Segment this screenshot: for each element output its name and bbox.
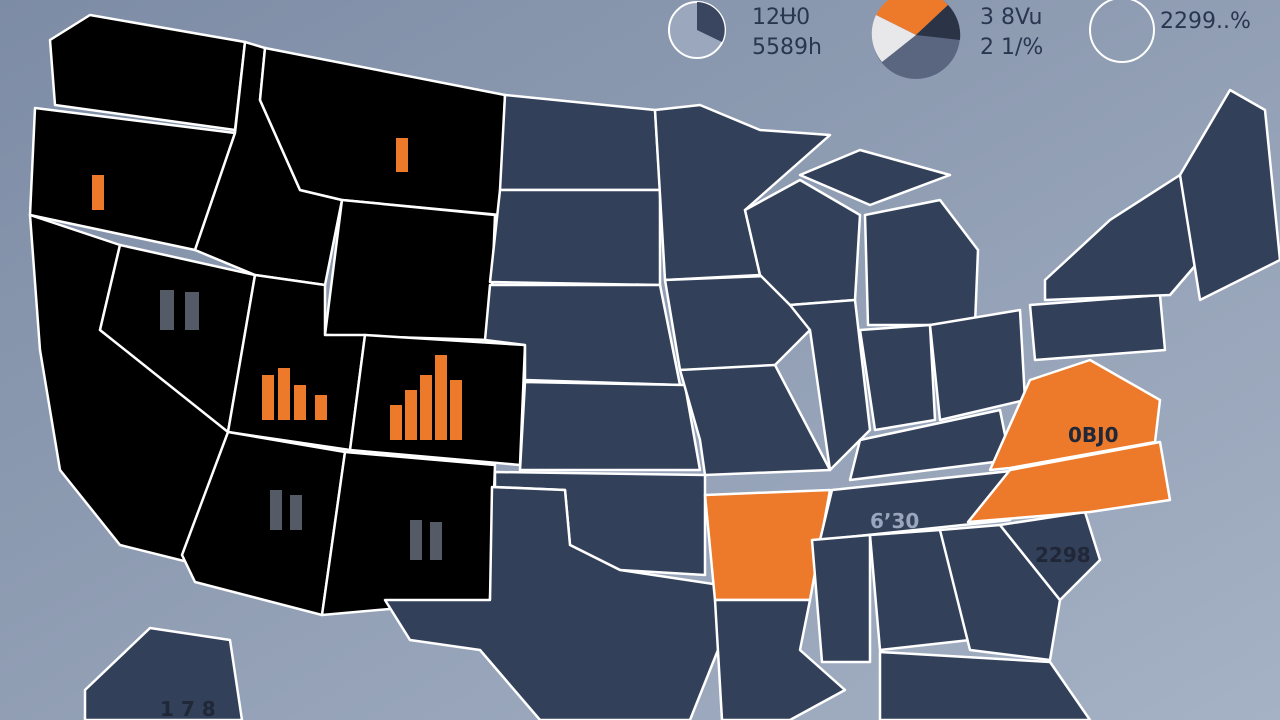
stat-label: 2 1/%	[980, 35, 1043, 60]
north-carolina	[966, 440, 1172, 524]
north-dakota	[498, 93, 662, 192]
stat-label: 5589h	[752, 35, 822, 60]
kansas	[518, 380, 702, 472]
pennsylvania	[1028, 293, 1167, 362]
person-icon	[430, 522, 442, 560]
florida	[878, 650, 1092, 720]
nebraska	[483, 283, 682, 387]
bar-icon	[278, 368, 290, 420]
state-label: 1 7 8	[160, 697, 216, 720]
state-label: 6ʼ30	[870, 509, 919, 533]
new-mexico	[320, 450, 497, 617]
new-england	[1178, 88, 1280, 302]
bar-icon	[405, 390, 417, 440]
michigan-upper	[798, 148, 952, 207]
bar-icon	[450, 380, 462, 440]
missouri	[678, 363, 832, 477]
stat-value: 3 8Vu	[980, 5, 1043, 30]
louisiana	[713, 598, 847, 720]
texas	[383, 485, 724, 720]
south-dakota	[488, 188, 662, 287]
person-icon	[290, 495, 302, 530]
person-icon	[185, 292, 199, 330]
state-label: 2298	[1035, 543, 1091, 567]
person-icon	[410, 520, 422, 560]
bar-icon	[396, 138, 408, 172]
stat-value: 12Ʉ0	[752, 5, 810, 30]
stat-value: 2299..%	[1160, 9, 1251, 34]
michigan	[863, 198, 980, 327]
stat-icon-slice	[697, 2, 725, 42]
bar-icon	[435, 355, 447, 440]
ohio	[928, 308, 1027, 422]
alaska	[83, 626, 244, 720]
bar-icon	[294, 385, 306, 420]
illinois	[788, 298, 872, 472]
stat-group: 12Ʉ0 5589h 3 8Vu 2 1/% 2299..%	[668, 0, 1251, 79]
bar-icons	[92, 138, 462, 440]
georgia	[938, 523, 1062, 662]
virginia	[988, 358, 1162, 472]
bar-icon	[262, 375, 274, 420]
person-icon	[270, 490, 282, 530]
bar-icon	[92, 175, 104, 210]
wyoming	[323, 198, 497, 342]
pie-slice	[876, 0, 948, 35]
stat-icon	[1089, 0, 1155, 63]
bar-icon	[390, 405, 402, 440]
people-icons	[160, 290, 442, 560]
state-label: 0BJ0	[1068, 423, 1119, 447]
bar-icon	[315, 395, 327, 420]
person-icon	[160, 290, 174, 330]
indiana	[858, 323, 937, 432]
pie-slice	[871, 15, 916, 62]
south-carolina	[998, 510, 1102, 602]
bar-icon	[420, 375, 432, 440]
pie-slice	[916, 5, 961, 40]
arizona	[180, 430, 347, 617]
mississippi	[810, 533, 872, 664]
